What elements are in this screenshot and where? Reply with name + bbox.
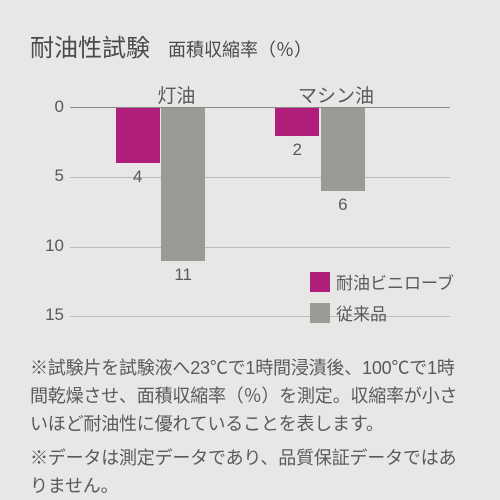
footnote-2: ※データは測定データであり、品質保証データではありません。 (30, 445, 470, 500)
legend-label-0: 耐油ビニローブ (336, 269, 454, 294)
bar-value-label: 2 (292, 140, 301, 160)
y-tick-label: 15 (30, 305, 64, 325)
legend-swatch-1 (310, 303, 330, 323)
legend-label-1: 従来品 (336, 300, 387, 325)
y-tick-label: 0 (30, 97, 64, 117)
y-tick-label: 10 (30, 236, 64, 256)
oil-resistance-chart: 灯油 マシン油 0 5 10 15 4 11 2 6 耐油ビニローブ 従来品 (30, 81, 460, 341)
chart-title: 耐油性試験 (30, 28, 150, 63)
gridline (70, 177, 450, 178)
bar-series-0 (275, 108, 319, 136)
chart-legend: 耐油ビニローブ 従来品 (310, 269, 454, 325)
bar-series-0 (116, 108, 160, 163)
bar-value-label: 4 (133, 167, 142, 187)
footnote-1: ※試験片を試験液へ23℃で1時間浸漬後、100℃で1時間乾燥させ、面積収縮率（％… (30, 355, 470, 439)
bar-series-1 (321, 108, 365, 191)
legend-item-series-1: 従来品 (310, 300, 454, 325)
bar-value-label: 11 (174, 265, 192, 285)
legend-item-series-0: 耐油ビニローブ (310, 269, 454, 294)
gridline (70, 247, 450, 248)
chart-subtitle: 面積収縮率（％） (168, 36, 312, 62)
bar-series-1 (161, 108, 205, 261)
legend-swatch-0 (310, 272, 330, 292)
category-label: マシン油 (298, 81, 374, 108)
y-tick-label: 5 (30, 166, 64, 186)
chart-title-row: 耐油性試験 面積収縮率（％） (30, 28, 470, 63)
bar-value-label: 6 (338, 195, 347, 215)
category-label: 灯油 (157, 81, 195, 108)
